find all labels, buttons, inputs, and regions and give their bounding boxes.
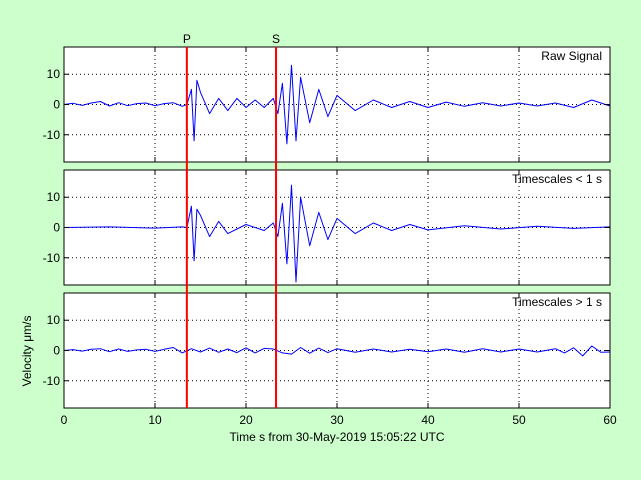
x-tick-label: 0 [61, 413, 68, 427]
y-tick-label: 0 [53, 221, 60, 235]
y-tick-label: 10 [47, 190, 61, 204]
signal-trace [63, 345, 611, 357]
y-tick-label: -10 [43, 128, 61, 142]
y-tick-label: 0 [53, 98, 60, 112]
panel-2: 10 0 -10 Timescales < 1 s [43, 169, 611, 286]
x-tick-label: 30 [330, 413, 344, 427]
panel-1: 10 0 -10 Raw Signal [43, 46, 611, 163]
x-tick-label: 50 [512, 413, 526, 427]
y-axis-label: Velocity μm/s [20, 316, 34, 387]
x-tick-label: 20 [239, 413, 253, 427]
x-axis-label: Time s from 30-May-2019 15:05:22 UTC [230, 430, 445, 444]
x-tick-label: 60 [603, 413, 617, 427]
panel-3: 10 0 -10 Timescales > 1 s [43, 292, 611, 409]
y-tick-label: 10 [47, 67, 61, 81]
phase-marker-label: P [183, 32, 191, 46]
panel-frame [63, 46, 611, 163]
y-tick-label: 10 [47, 313, 61, 327]
panel-frame [63, 292, 611, 409]
panel-label: Raw Signal [541, 49, 602, 63]
signal-trace [63, 64, 611, 145]
x-tick-label: 10 [148, 413, 162, 427]
panel-label: Timescales > 1 s [512, 295, 602, 309]
y-tick-label: -10 [43, 251, 61, 265]
x-axis: 0 10 20 30 40 50 60 [61, 413, 617, 427]
panel-label: Timescales < 1 s [512, 172, 602, 186]
y-tick-label: 0 [53, 344, 60, 358]
x-tick-label: 40 [421, 413, 435, 427]
y-tick-label: -10 [43, 374, 61, 388]
signal-trace [63, 184, 611, 283]
phase-marker-label: S [272, 32, 280, 46]
panel-frame [63, 169, 611, 286]
